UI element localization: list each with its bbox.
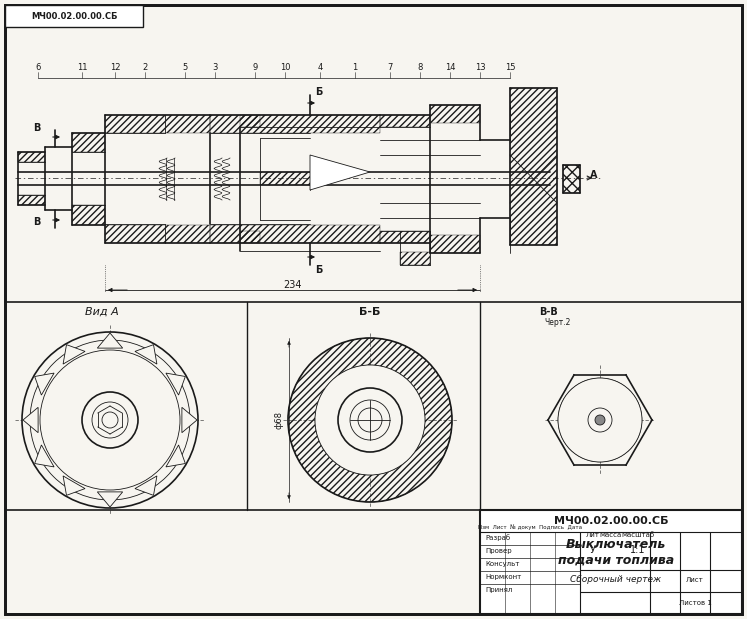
Polygon shape: [23, 407, 38, 433]
Bar: [105, 115, 210, 133]
Text: Черт.2: Черт.2: [545, 318, 571, 326]
Polygon shape: [135, 476, 157, 495]
Polygon shape: [63, 476, 85, 495]
Bar: [240, 115, 260, 127]
Circle shape: [595, 415, 605, 425]
Circle shape: [82, 392, 138, 448]
Text: 14: 14: [444, 63, 455, 72]
Text: 234: 234: [283, 280, 301, 290]
Circle shape: [92, 402, 128, 438]
Polygon shape: [97, 492, 123, 507]
Text: 1:1: 1:1: [630, 545, 645, 555]
Text: 15: 15: [505, 63, 515, 72]
Circle shape: [22, 332, 198, 508]
Bar: [563, 165, 580, 193]
Text: В: В: [34, 217, 40, 227]
Bar: [380, 115, 430, 127]
Polygon shape: [135, 345, 157, 364]
Text: 12: 12: [110, 63, 120, 72]
Bar: [72, 205, 105, 225]
Text: Лист: Лист: [686, 577, 704, 583]
Circle shape: [315, 365, 425, 475]
Bar: [380, 231, 430, 243]
Bar: [18, 152, 45, 162]
Bar: [260, 172, 320, 185]
Bar: [18, 195, 45, 205]
Circle shape: [102, 412, 118, 428]
Circle shape: [40, 350, 180, 490]
Bar: [480, 510, 742, 614]
Circle shape: [588, 408, 612, 432]
Bar: [430, 105, 480, 123]
Text: Б-Б: Б-Б: [359, 307, 381, 317]
Text: подачи топлива: подачи топлива: [558, 553, 674, 566]
Text: Масштаб: Масштаб: [622, 532, 654, 538]
Polygon shape: [310, 155, 370, 190]
Text: Выключатель: Выключатель: [566, 539, 666, 552]
Text: Листов 1: Листов 1: [678, 600, 711, 606]
Text: 11: 11: [77, 63, 87, 72]
Text: Нормконт: Нормконт: [485, 574, 521, 580]
Bar: [5, 5, 143, 27]
Text: 4: 4: [317, 63, 323, 72]
Circle shape: [558, 378, 642, 462]
Bar: [72, 133, 105, 152]
Text: МЧ00.02.00.00.СБ: МЧ00.02.00.00.СБ: [31, 12, 117, 20]
Text: Б: Б: [315, 265, 323, 275]
Text: 2: 2: [143, 63, 148, 72]
Polygon shape: [182, 407, 197, 433]
Bar: [105, 225, 210, 243]
Bar: [480, 510, 742, 614]
Text: 6: 6: [35, 63, 40, 72]
Text: Сборочный чертеж: Сборочный чертеж: [571, 576, 662, 584]
Bar: [240, 231, 260, 243]
Text: 10: 10: [279, 63, 291, 72]
Polygon shape: [34, 373, 54, 395]
Bar: [210, 115, 380, 133]
Circle shape: [350, 400, 390, 440]
Circle shape: [30, 340, 190, 500]
Text: Консульт: Консульт: [485, 561, 519, 567]
Text: 13: 13: [474, 63, 486, 72]
Polygon shape: [166, 373, 185, 395]
Text: Лит: Лит: [586, 532, 600, 538]
Text: 1: 1: [353, 63, 358, 72]
Text: У: У: [590, 545, 596, 555]
Text: Изм  Лист  № докум  Подпись  Дата: Изм Лист № докум Подпись Дата: [478, 524, 582, 530]
Bar: [400, 252, 430, 265]
Polygon shape: [166, 445, 185, 467]
Text: 5: 5: [182, 63, 187, 72]
Text: МЧ00.02.00.00.СБ: МЧ00.02.00.00.СБ: [554, 516, 669, 526]
Text: 9: 9: [252, 63, 258, 72]
Text: А: А: [590, 170, 598, 180]
Polygon shape: [34, 445, 54, 467]
Bar: [430, 235, 480, 253]
Text: Разраб: Разраб: [485, 535, 510, 542]
Bar: [510, 88, 557, 245]
Text: В-В: В-В: [539, 307, 557, 317]
Text: 3: 3: [212, 63, 217, 72]
Text: 8: 8: [418, 63, 423, 72]
Polygon shape: [97, 333, 123, 348]
Text: Вид А: Вид А: [85, 307, 119, 317]
Bar: [210, 225, 380, 243]
Text: ф68: ф68: [274, 411, 284, 429]
Text: 7: 7: [387, 63, 393, 72]
Text: В: В: [34, 123, 40, 133]
Text: Б: Б: [315, 87, 323, 97]
Polygon shape: [63, 345, 85, 364]
Text: Масса: Масса: [599, 532, 621, 538]
Text: Принял: Принял: [485, 587, 512, 593]
Text: Провер: Провер: [485, 548, 512, 554]
